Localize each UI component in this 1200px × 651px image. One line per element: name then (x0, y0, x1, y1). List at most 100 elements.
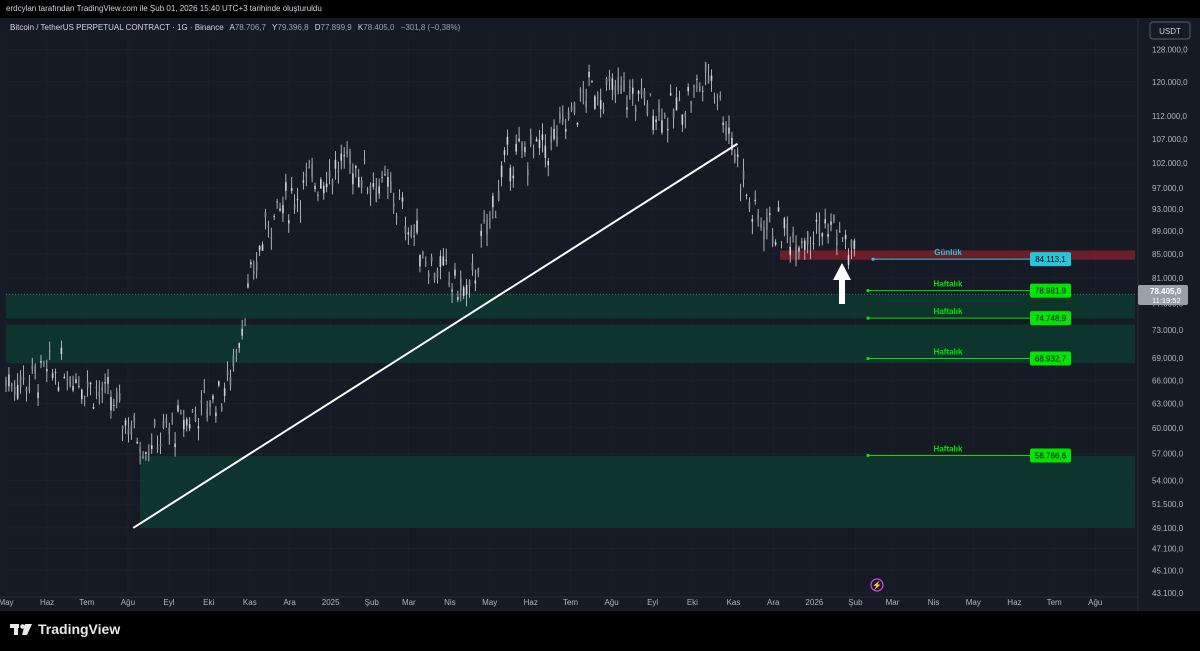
candle-body (591, 81, 593, 82)
candle-body (381, 177, 383, 179)
trendline[interactable] (132, 142, 739, 529)
y-tick-label: 54.000,0 (1152, 476, 1184, 485)
candle-body (395, 216, 398, 218)
candle-body (142, 455, 144, 459)
candle-body (422, 251, 424, 255)
candle-body (360, 180, 363, 189)
candle-body (343, 154, 345, 157)
y-tick-label: 47.100,0 (1152, 545, 1184, 554)
low-value: 77.899,9 (321, 23, 353, 32)
tradingview-logo[interactable]: TradingView (10, 621, 120, 637)
candle-body (763, 227, 765, 240)
candle-body (579, 89, 582, 91)
x-tick-label: Mar (886, 598, 900, 607)
candle-body (786, 223, 789, 236)
candle-body (596, 97, 599, 100)
x-tick-label: Nis (444, 598, 456, 607)
close-value: 78.405,0 (363, 23, 395, 32)
candle-body (159, 443, 162, 447)
candle-body (72, 385, 74, 391)
candle-body (308, 167, 310, 169)
currency-button[interactable] (1149, 21, 1191, 40)
candle-body (258, 246, 261, 251)
candle-body (640, 88, 643, 95)
candle-body (255, 261, 258, 272)
x-tick-label: Eki (203, 598, 214, 607)
x-tick-label: 2025 (322, 598, 340, 607)
event-icon-glyph: ⚡ (872, 580, 882, 590)
candle-body (226, 370, 229, 376)
candle-body (244, 325, 246, 326)
candle-body (89, 382, 92, 385)
candle-body (369, 185, 372, 194)
candle-body (605, 78, 608, 85)
candle-body (322, 185, 325, 194)
candle-body (264, 211, 267, 218)
candle-body (252, 271, 255, 275)
candle-body (375, 188, 378, 202)
candle-body (454, 269, 456, 276)
y-tick-label: 73.000,0 (1152, 326, 1184, 335)
y-tick-label: 51.500,0 (1152, 500, 1184, 509)
candle-body (83, 395, 86, 397)
level-price-badge (1030, 448, 1071, 463)
trendline-segment[interactable] (132, 142, 739, 529)
chart-frame[interactable]: Günlük 84.113,1 Haftalık 78.981,9 Haftalık 74… (0, 18, 1200, 611)
candle-body (701, 91, 704, 92)
candle-body (838, 231, 841, 233)
candle-body (649, 93, 652, 95)
candle-body (664, 115, 666, 118)
candle-body (261, 244, 264, 251)
candle-body (515, 143, 517, 152)
x-tick-label: Tem (563, 598, 578, 607)
candle-body (57, 387, 60, 391)
x-tick-label: May (482, 598, 497, 607)
price-zone (6, 324, 1135, 364)
candle-body (171, 420, 173, 421)
candle-body (646, 103, 649, 115)
candle-body (299, 210, 302, 212)
candle-body (728, 127, 730, 134)
candle-body (538, 139, 541, 148)
candle-body (824, 219, 826, 224)
price-zone (140, 456, 1135, 528)
candle-body (678, 100, 681, 102)
level-price-value: 84.113,1 (1035, 255, 1066, 264)
candle-body (317, 194, 319, 196)
event-icon[interactable] (870, 578, 884, 592)
x-tick-label: Tem (79, 598, 94, 607)
candle-body (696, 79, 698, 80)
candle-body (110, 397, 112, 411)
x-tick-label: Şub (365, 598, 380, 607)
candle-body (270, 236, 273, 239)
candle-body (118, 392, 121, 401)
x-tick-label: Ara (767, 598, 780, 607)
current-price-value: 78.405,0 (1150, 287, 1182, 296)
candle-body (25, 388, 28, 392)
candle-body (75, 379, 77, 383)
candle-body (168, 427, 171, 435)
axes: 128.000,0 120.000,0 112.000,0 107.000,0 102.… (0, 18, 1188, 611)
tradingview-logo-icon (10, 624, 32, 635)
candle-body (748, 202, 751, 209)
symbol-name[interactable]: Bitcoin / TetherUS PERPETUAL CONTRACT · … (10, 23, 224, 32)
candle-body (503, 150, 506, 155)
y-tick-label: 89.000,0 (1152, 227, 1184, 236)
candle-body (812, 243, 815, 245)
price-chart[interactable]: Günlük 84.113,1 Haftalık 78.981,9 Haftalık 74… (0, 18, 1200, 611)
y-tick-label: 60.000,0 (1152, 424, 1184, 433)
candle-body (133, 415, 136, 423)
y-tick-label: 97.000,0 (1152, 184, 1184, 193)
candle-body (130, 424, 133, 435)
candle-body (529, 134, 532, 146)
candle-body (150, 445, 153, 450)
candle-body (325, 183, 328, 188)
candle-body (672, 109, 675, 119)
candle-body (212, 395, 214, 400)
candle-body (471, 263, 474, 271)
level-price-badge (1030, 252, 1071, 267)
candle-body (666, 129, 669, 131)
candle-body (302, 180, 305, 183)
candle-body (363, 159, 366, 161)
candle-body (188, 424, 191, 429)
